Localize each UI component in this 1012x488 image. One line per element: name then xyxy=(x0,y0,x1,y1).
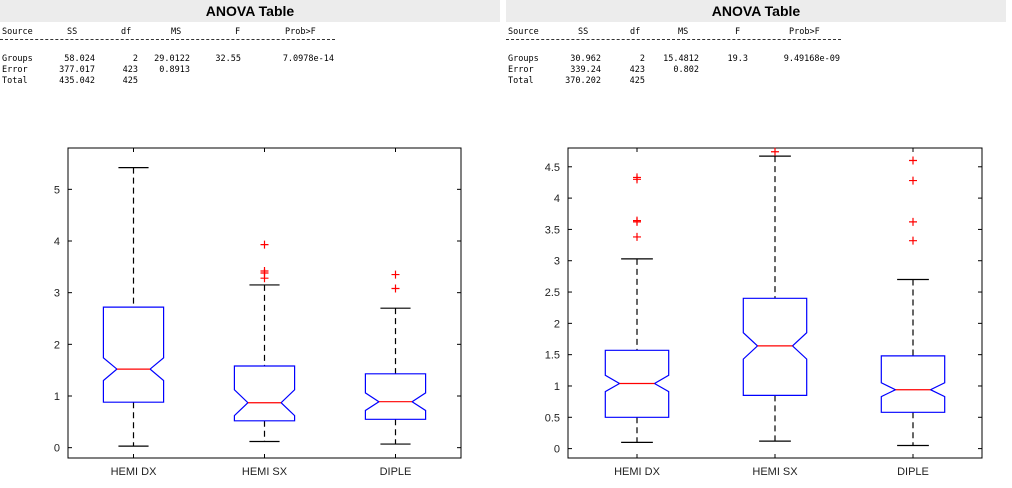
x-tick-label: HEMI DX xyxy=(614,466,661,478)
anova-cell: 29.0122 xyxy=(154,54,190,64)
outlier-marker xyxy=(909,236,917,245)
anova-title: ANOVA Table xyxy=(506,0,1006,22)
anova-row: Groups 30.962 2 15.4812 19.3 9.49168e-09 xyxy=(506,54,1006,66)
y-tick-label: 2 xyxy=(554,318,560,330)
anova-panel-left: ANOVA Table Source SS df MS F Prob>F Gro… xyxy=(0,0,500,92)
anova-header-cell: Prob>F xyxy=(285,27,316,37)
anova-header-cell: SS xyxy=(578,27,589,37)
anova-row: Error 377.017 423 0.8913 xyxy=(0,65,500,77)
outlier-marker xyxy=(260,240,269,249)
anova-cell: 2 xyxy=(132,54,138,64)
anova-cell: 15.4812 xyxy=(663,54,699,64)
plot-frame xyxy=(567,147,983,459)
anova-cell: 370.202 xyxy=(565,76,601,86)
anova-header-cell: MS xyxy=(171,27,182,37)
anova-row: Error 339.24 423 0.802 xyxy=(506,65,1006,77)
outlier-marker xyxy=(909,176,917,185)
y-tick-label: 4.5 xyxy=(545,162,560,174)
anova-cell: 425 xyxy=(122,76,138,86)
anova-cell: Error xyxy=(2,65,28,75)
anova-cell: 377.017 xyxy=(59,65,95,75)
x-tick-label: HEMI SX xyxy=(242,466,288,478)
anova-cell: 9.49168e-09 xyxy=(783,54,840,64)
x-tick-label: DIPLE xyxy=(897,466,929,478)
y-tick-label: 1.5 xyxy=(545,350,560,362)
boxplot-right: 0 0.5 1 1.5 2 2.5 3 3.5 4 4.5 HEMI DX HEMI SX DIPLE xyxy=(545,147,983,478)
anova-cell: 58.024 xyxy=(64,54,95,64)
anova-cell: 425 xyxy=(629,76,645,86)
anova-cell: Total xyxy=(508,76,534,86)
anova-cell: 423 xyxy=(122,65,138,75)
y-tick-label: 5 xyxy=(54,184,60,196)
anova-cell: 19.3 xyxy=(727,54,748,64)
anova-cell: 0.802 xyxy=(673,65,699,75)
box xyxy=(742,297,808,396)
y-tick-label: 0.5 xyxy=(545,412,560,424)
boxplot-left: 0 1 2 3 4 5 HEMI DX HEMI SX DIPLE xyxy=(54,147,462,478)
anova-header-cell: SS xyxy=(67,27,78,37)
anova-header-cell: Source xyxy=(508,27,539,37)
anova-header-cell: F xyxy=(735,27,741,37)
anova-header-cell: Source xyxy=(2,27,33,37)
outlier-marker xyxy=(909,217,917,226)
anova-separator xyxy=(0,39,335,41)
anova-cell: 435.042 xyxy=(59,76,95,86)
anova-cell: 2 xyxy=(639,54,645,64)
y-tick-label: 3 xyxy=(554,256,560,268)
anova-cell: 32.55 xyxy=(215,54,241,64)
y-tick-label: 0 xyxy=(54,443,60,455)
anova-header-cell: Prob>F xyxy=(789,27,820,37)
anova-header-row: Source SS df MS F Prob>F xyxy=(0,27,500,39)
anova-title: ANOVA Table xyxy=(0,0,500,22)
x-tick-label: HEMI DX xyxy=(111,466,158,478)
anova-table: Source SS df MS F Prob>F Groups 58.024 2… xyxy=(0,22,500,92)
anova-header-cell: MS xyxy=(678,27,689,37)
anova-header-cell: F xyxy=(235,27,241,37)
y-tick-label: 3.5 xyxy=(545,224,560,236)
anova-cell: 423 xyxy=(629,65,645,75)
outlier-marker xyxy=(909,156,917,165)
anova-header-cell: df xyxy=(630,27,641,37)
y-tick-label: 4 xyxy=(554,193,560,205)
outlier-marker xyxy=(771,147,779,156)
y-tick-label: 1 xyxy=(554,381,560,393)
anova-table: Source SS df MS F Prob>F Groups 30.962 2… xyxy=(506,22,1006,92)
y-tick-label: 3 xyxy=(54,288,60,300)
y-tick-label: 4 xyxy=(54,236,60,248)
x-tick-label: DIPLE xyxy=(380,466,412,478)
anova-cell: Groups xyxy=(508,54,539,64)
box xyxy=(604,349,670,418)
anova-row: Total 435.042 425 xyxy=(0,76,500,88)
outlier-marker xyxy=(391,270,400,279)
anova-cell: Groups xyxy=(2,54,33,64)
anova-separator xyxy=(506,39,841,41)
y-tick-label: 0 xyxy=(554,444,560,456)
box xyxy=(364,373,427,420)
anova-cell: 0.8913 xyxy=(159,65,190,75)
plot-frame xyxy=(67,147,462,459)
anova-cell: 7.0978e-14 xyxy=(282,54,334,64)
y-tick-label: 2 xyxy=(54,339,60,351)
anova-header-cell: df xyxy=(121,27,132,37)
outlier-marker xyxy=(260,266,269,275)
x-tick-label: HEMI SX xyxy=(752,466,798,478)
y-tick-label: 1 xyxy=(54,391,60,403)
y-tick-label: 2.5 xyxy=(545,287,560,299)
anova-cell: 339.24 xyxy=(570,65,601,75)
outlier-marker xyxy=(391,284,400,293)
anova-header-row: Source SS df MS F Prob>F xyxy=(506,27,1006,39)
anova-row: Total 370.202 425 xyxy=(506,76,1006,88)
box xyxy=(880,355,946,413)
anova-cell: 30.962 xyxy=(570,54,601,64)
anova-panel-right: ANOVA Table Source SS df MS F Prob>F Gro… xyxy=(506,0,1006,92)
outlier-marker xyxy=(633,173,641,182)
outlier-marker xyxy=(633,232,641,241)
box xyxy=(102,306,165,403)
box xyxy=(233,365,296,422)
anova-cell: Error xyxy=(508,65,534,75)
outlier-marker xyxy=(633,216,641,225)
anova-row: Groups 58.024 2 29.0122 32.55 7.0978e-14 xyxy=(0,54,500,66)
anova-cell: Total xyxy=(2,76,28,86)
